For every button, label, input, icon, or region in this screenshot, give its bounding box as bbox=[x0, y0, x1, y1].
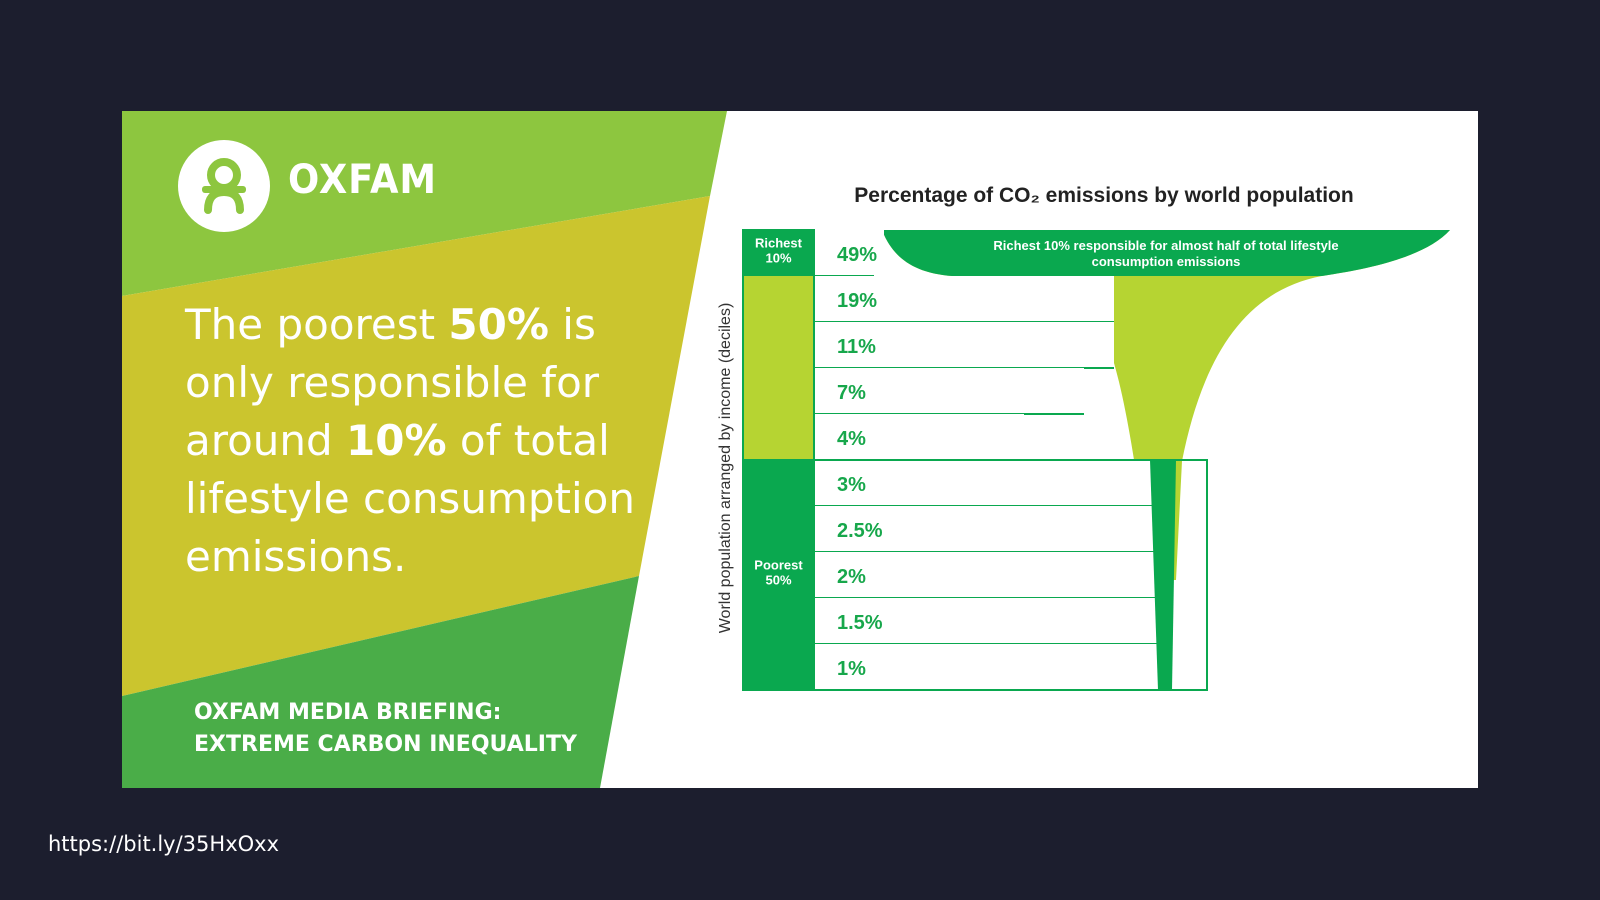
y-axis-label: World population arranged by income (dec… bbox=[717, 303, 734, 634]
group-label-0-0: Richest bbox=[755, 236, 803, 251]
row-tab-9 bbox=[743, 644, 814, 690]
oxfam-person-icon bbox=[202, 158, 246, 214]
value-label-6: 2.5% bbox=[837, 520, 883, 542]
row-bg-5 bbox=[814, 460, 1159, 506]
row-tab-0 bbox=[743, 230, 814, 276]
value-label-7: 2% bbox=[837, 566, 866, 588]
bg-mustard-band bbox=[122, 196, 710, 696]
group-label-1-1: 50% bbox=[765, 573, 791, 588]
oxfam-logo bbox=[178, 140, 270, 232]
value-label-1: 19% bbox=[837, 290, 877, 312]
bg-dark-green-band bbox=[122, 576, 639, 788]
row-bg-0 bbox=[814, 230, 884, 276]
row-bg-3 bbox=[814, 368, 1084, 414]
row-tab-7 bbox=[743, 552, 814, 598]
oxfam-infographic: OXFAM The poorest 50% is only responsibl… bbox=[122, 111, 1478, 788]
source-url[interactable]: https://bit.ly/35HxOxx bbox=[48, 832, 280, 856]
briefing-label: OXFAM MEDIA BRIEFING: EXTREME CARBON INE… bbox=[194, 697, 577, 761]
tab-border bbox=[742, 229, 815, 691]
annotation-line-1: consumption emissions bbox=[1092, 254, 1241, 269]
value-label-9: 1% bbox=[837, 658, 866, 680]
row-bg-4 bbox=[814, 414, 1024, 460]
background-shapes bbox=[122, 111, 727, 788]
annotation-line-0: Richest 10% responsible for almost half … bbox=[993, 238, 1338, 253]
group-label-1-0: Poorest bbox=[754, 558, 803, 573]
row-bg-7 bbox=[814, 552, 1159, 598]
row-bg-2 bbox=[814, 322, 1114, 368]
funnel-stem bbox=[1150, 460, 1176, 690]
value-label-5: 3% bbox=[837, 474, 866, 496]
row-bg-9 bbox=[814, 644, 1159, 690]
row-tab-2 bbox=[743, 322, 814, 368]
group-label-0-1: 10% bbox=[765, 251, 791, 266]
value-label-2: 11% bbox=[837, 336, 876, 358]
emissions-chart: Percentage of CO₂ emissions by world pop… bbox=[717, 184, 1450, 691]
value-label-0: 49% bbox=[837, 244, 877, 266]
row-tab-3 bbox=[743, 368, 814, 414]
row-bg-1 bbox=[814, 276, 1114, 322]
briefing-line-1: OXFAM MEDIA BRIEFING: bbox=[194, 700, 502, 725]
brand-name: OXFAM bbox=[288, 157, 437, 203]
headline: The poorest 50% is only responsible for … bbox=[185, 300, 635, 581]
row-tab-5 bbox=[743, 460, 814, 506]
value-label-4: 4% bbox=[837, 428, 866, 450]
row-bg-8 bbox=[814, 598, 1159, 644]
funnel-light bbox=[882, 230, 1450, 580]
bg-light-green-band bbox=[122, 111, 727, 296]
row-tab-4 bbox=[743, 414, 814, 460]
funnel-top-band bbox=[882, 230, 1450, 276]
briefing-line-2: EXTREME CARBON INEQUALITY bbox=[194, 732, 577, 757]
row-tab-8 bbox=[743, 598, 814, 644]
row-tab-1 bbox=[743, 276, 814, 322]
value-label-8: 1.5% bbox=[837, 612, 883, 634]
row-tab-6 bbox=[743, 506, 814, 552]
row-bg-6 bbox=[814, 506, 1159, 552]
chart-title: Percentage of CO₂ emissions by world pop… bbox=[854, 184, 1353, 207]
value-label-3: 7% bbox=[837, 382, 866, 404]
